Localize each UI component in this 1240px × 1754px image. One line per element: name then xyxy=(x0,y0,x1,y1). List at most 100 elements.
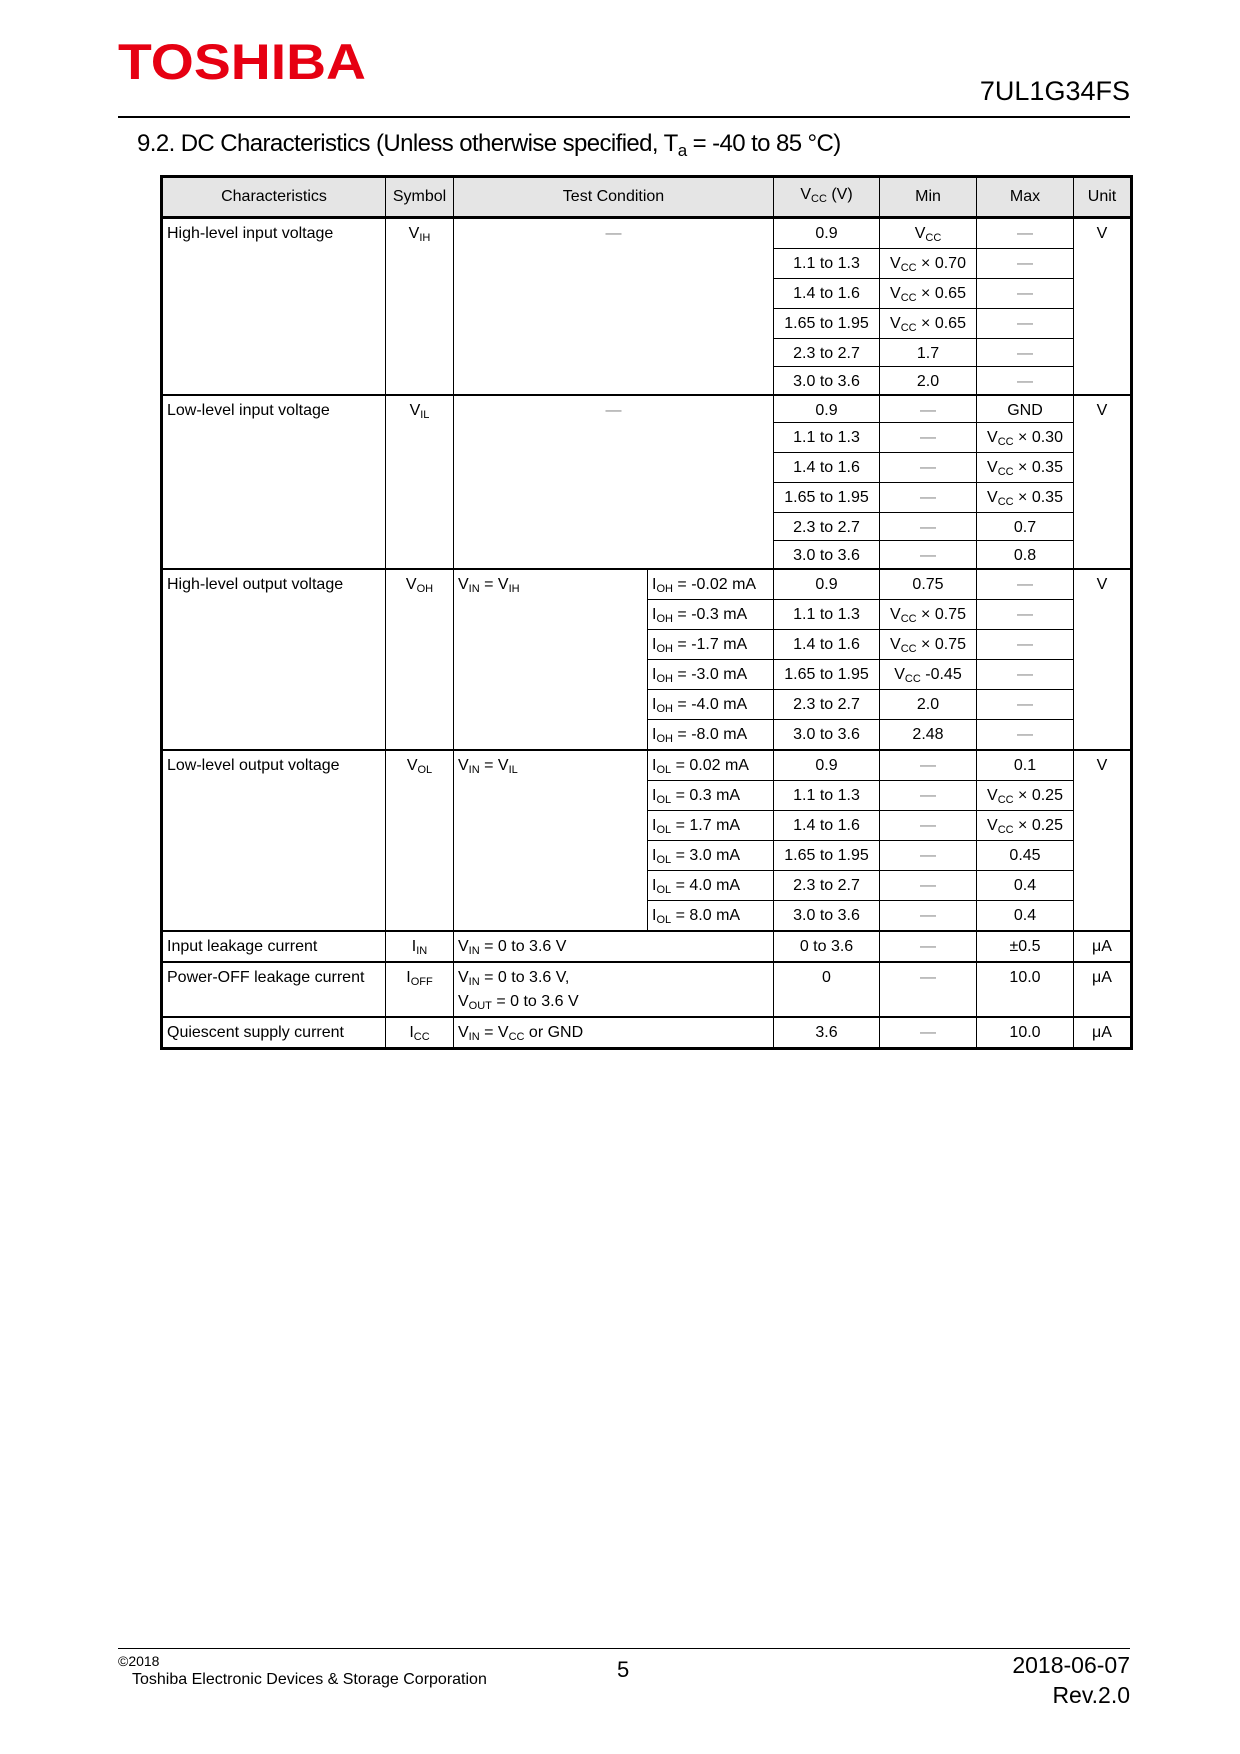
text-segment: I xyxy=(652,605,657,623)
subscript: CC xyxy=(997,793,1014,806)
text-segment: or GND xyxy=(524,1023,584,1041)
min-value: VCC × 0.65 xyxy=(879,308,977,339)
min-value: — xyxy=(879,512,977,541)
symbol: IIN xyxy=(385,929,454,962)
max-value: VCC × 0.30 xyxy=(976,422,1074,453)
subscript: CC xyxy=(811,193,827,205)
text-segment: I xyxy=(652,846,657,864)
text-segment: V xyxy=(408,225,420,242)
vcc-value: 0.9 xyxy=(773,567,880,600)
vcc-value: 1.1 to 1.3 xyxy=(773,422,880,453)
subscript: CC xyxy=(997,823,1014,836)
min-value: VCC -0.45 xyxy=(879,658,977,690)
vcc-value: 1.65 to 1.95 xyxy=(773,658,880,690)
min-value: VCC × 0.75 xyxy=(879,628,977,660)
table-row: IOH = -3.0 mA 1.65 to 1.95 VCC -0.45— xyxy=(162,658,1132,690)
test-condition: — xyxy=(453,393,774,569)
subscript: OL xyxy=(656,913,672,926)
text-segment: I xyxy=(652,635,657,653)
table-row: 1.65 to 1.95— VCC × 0.35 xyxy=(162,482,1132,513)
text-segment: I xyxy=(652,575,657,593)
min-value: VCC × 0.75 xyxy=(879,598,977,630)
max-value: — xyxy=(976,567,1074,600)
max-value: — xyxy=(976,718,1074,750)
min-value: VCC × 0.65 xyxy=(879,278,977,309)
table-row: Low-level output voltage VOL VIN = VIL IOL … xyxy=(161,748,1132,931)
subscript: OH xyxy=(656,672,673,685)
text-segment: I xyxy=(409,1023,414,1041)
subscript: CC xyxy=(900,262,917,274)
subscript: CC xyxy=(904,672,921,685)
toshiba-logo: TOSHIBA xyxy=(116,34,371,91)
max-value: — xyxy=(976,248,1074,279)
min-value: — xyxy=(879,960,977,1017)
text-segment: = -4.0 mA xyxy=(672,695,748,713)
text-segment: V xyxy=(890,315,901,332)
min-value: — xyxy=(879,809,977,841)
vcc-value: 1.1 to 1.3 xyxy=(773,598,880,630)
max-value: — xyxy=(976,658,1074,690)
text-segment: I xyxy=(652,786,657,804)
subscript: OL xyxy=(656,763,672,776)
text-segment: V xyxy=(987,816,998,834)
subscript: OUT xyxy=(468,999,492,1012)
unit: V xyxy=(1073,748,1132,931)
max-value: ±0.5 xyxy=(976,929,1074,962)
part-number: 7UL1G34FS xyxy=(979,76,1130,106)
text-segment: = -1.7 mA xyxy=(672,635,748,653)
characteristic-name: Low-level input voltage xyxy=(161,393,386,569)
text-segment: = 8.0 mA xyxy=(671,906,741,924)
header-divider xyxy=(118,116,1130,118)
subscript: OH xyxy=(656,732,673,745)
symbol: ICC xyxy=(385,1015,454,1049)
max-value: — xyxy=(976,308,1074,339)
subscript: CC xyxy=(997,436,1014,448)
text-segment: = 4.0 mA xyxy=(671,876,741,894)
subscript: IN xyxy=(468,975,480,988)
unit: V xyxy=(1073,216,1132,395)
test-condition-current: IOH = -0.3 mA xyxy=(647,598,774,630)
max-value: VCC × 0.25 xyxy=(976,779,1074,811)
table-row: 1.1 to 1.3— VCC × 0.30 xyxy=(162,422,1132,453)
max-value: — xyxy=(976,216,1074,249)
text-segment: V xyxy=(894,665,905,683)
text-segment: × 0.75 xyxy=(916,635,966,653)
subscript: IH xyxy=(419,232,431,244)
test-condition: VIN = VCC or GND xyxy=(453,1015,774,1049)
characteristic-name: High-level input voltage xyxy=(161,216,386,395)
table-row: 2.3 to 2.7 1.7— xyxy=(162,338,1132,367)
vcc-value: 2.3 to 2.7 xyxy=(773,869,880,901)
max-value: — xyxy=(976,338,1074,367)
unit: μA xyxy=(1073,960,1132,1017)
text-segment: = 3.0 mA xyxy=(671,846,741,864)
text-segment: × 0.70 xyxy=(916,255,966,272)
min-value: 1.7 xyxy=(879,338,977,367)
table-row: High-level input voltage VIH —0.9 VCC — V xyxy=(161,216,1132,395)
text-segment: × 0.35 xyxy=(1013,459,1063,476)
test-condition-current: IOH = -0.02 mA xyxy=(647,567,774,600)
test-condition-current: IOH = -8.0 mA xyxy=(647,718,774,750)
test-condition-current: IOL = 0.3 mA xyxy=(647,779,774,811)
subscript: OL xyxy=(656,853,672,866)
company-name: Toshiba Electronic Devices & Storage Cor… xyxy=(132,1671,487,1688)
table-row: Power-OFF leakage current IOFF VIN = 0 to … xyxy=(161,960,1132,1017)
vcc-value: 0.9 xyxy=(773,216,880,249)
text-segment: V xyxy=(458,992,469,1010)
subscript: CC xyxy=(997,496,1014,508)
text-segment: × 0.25 xyxy=(1013,816,1063,834)
section-title: 9.2. DC Characteristics (Unless otherwis… xyxy=(137,130,841,161)
unit: V xyxy=(1073,393,1132,569)
page-number: 5 xyxy=(617,1657,630,1682)
test-condition: VIN = VIL xyxy=(453,748,648,931)
text-segment: V xyxy=(987,786,998,804)
subscript: IL xyxy=(420,408,430,421)
vcc-value: 0.9 xyxy=(773,748,880,781)
test-condition: VIN = VIH xyxy=(453,567,648,750)
subscript: CC xyxy=(925,232,942,244)
min-value: — xyxy=(879,540,977,569)
table-row: Low-level input voltage VIL —0.9— GND V xyxy=(161,393,1132,569)
vcc-value: 2.3 to 2.7 xyxy=(773,688,880,720)
test-condition-current: IOH = -3.0 mA xyxy=(647,658,774,690)
subscript: OH xyxy=(656,642,673,655)
max-value: 10.0 xyxy=(976,1015,1074,1049)
